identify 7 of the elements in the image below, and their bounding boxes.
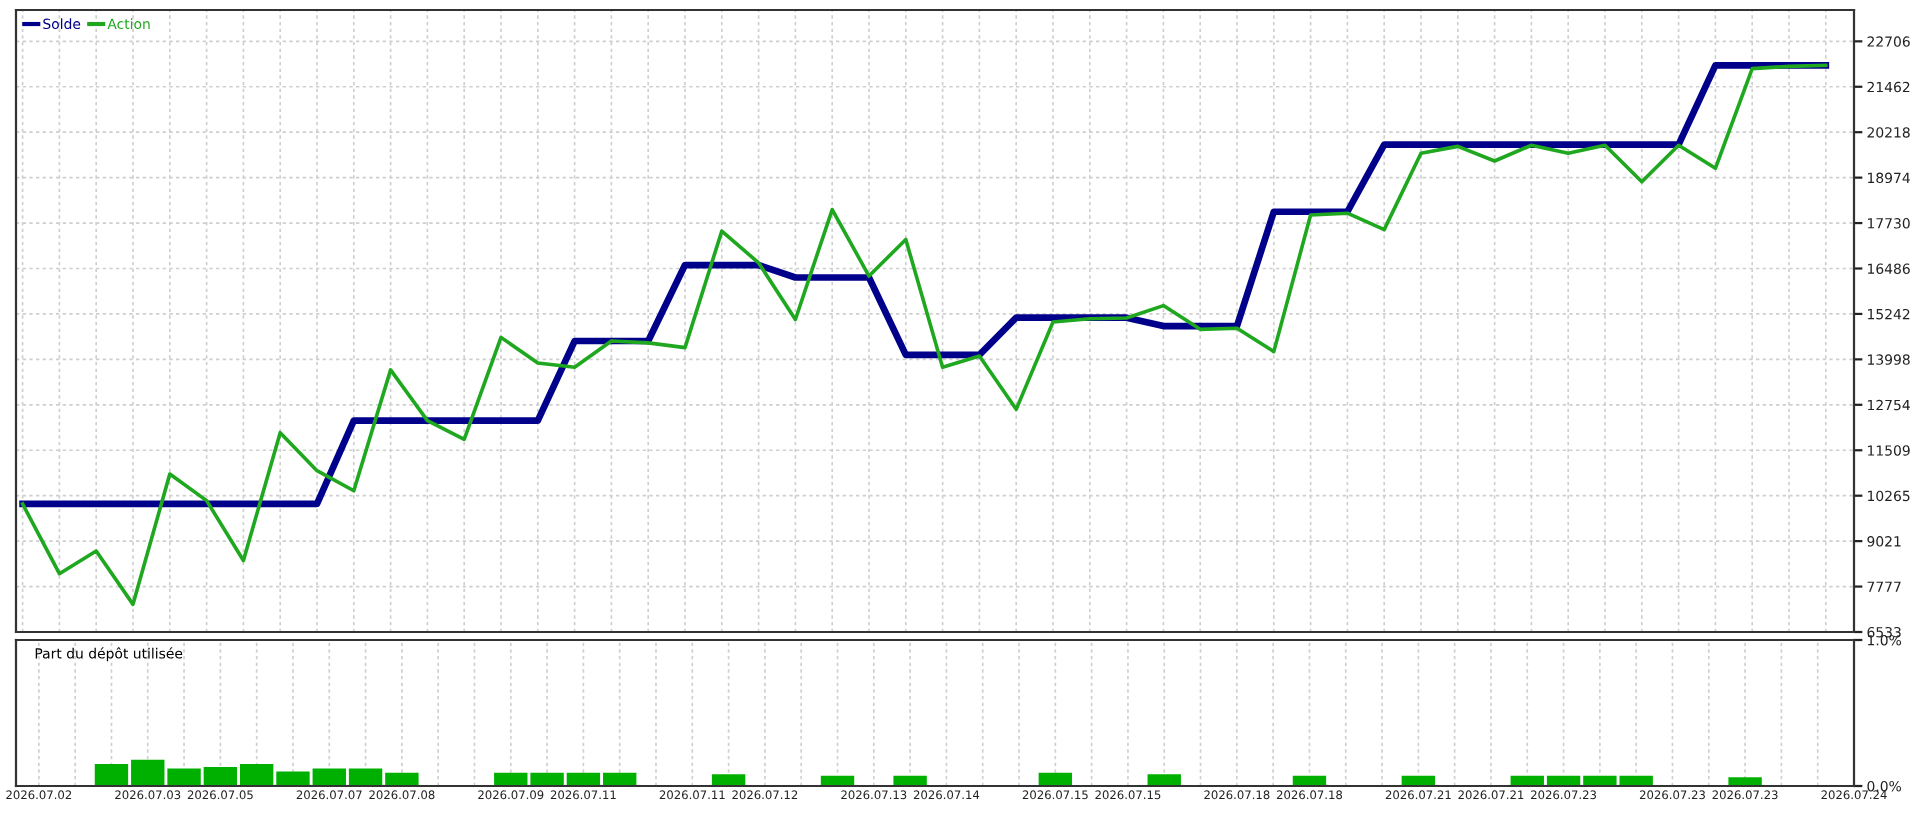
line-series xyxy=(20,63,1828,607)
bar xyxy=(1147,774,1181,786)
bar xyxy=(1038,772,1073,786)
bar xyxy=(711,774,746,786)
line-series xyxy=(19,61,1830,508)
bar xyxy=(1728,777,1762,786)
bar xyxy=(893,775,927,786)
